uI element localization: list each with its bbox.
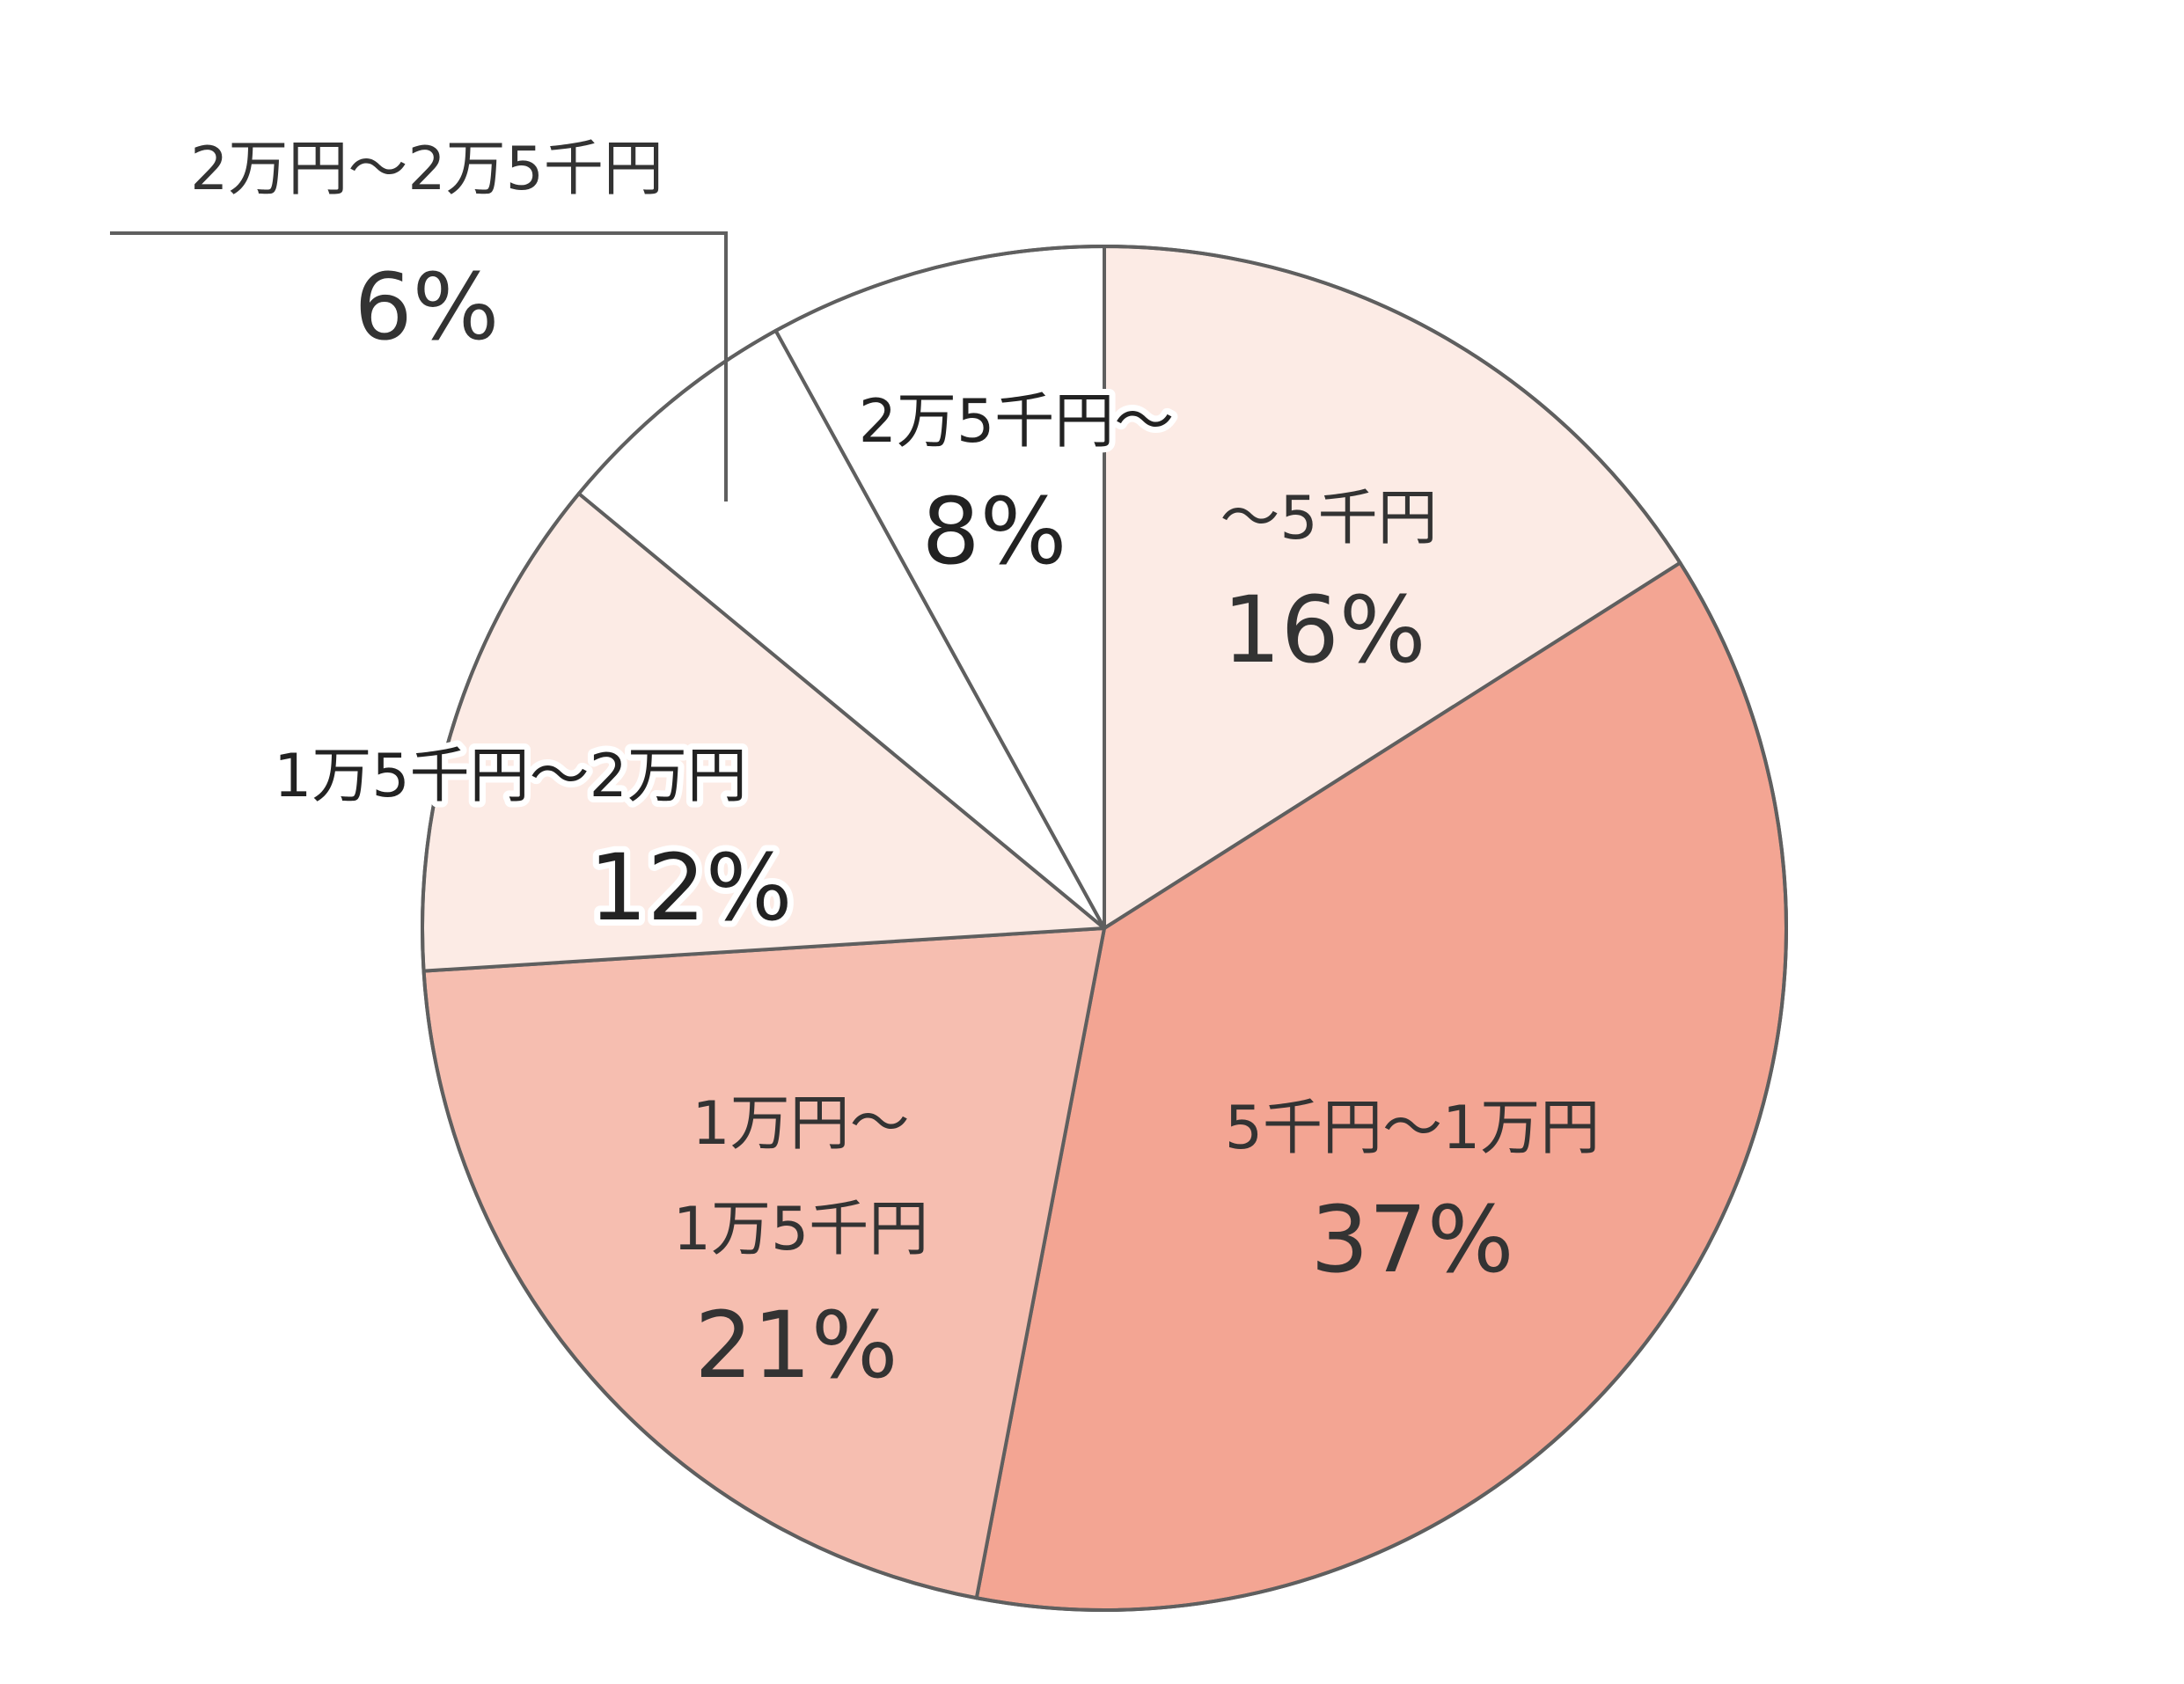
slice-value-0: 16% <box>1222 576 1425 684</box>
slice-value-5: 8% <box>922 478 1067 585</box>
slice-value-2: 21% <box>694 1292 898 1399</box>
slice-value-3: 12% <box>589 834 792 941</box>
slice-label-5: 2万5千円～ <box>859 387 1175 457</box>
slice-label-3: 1万5千円～2万円 <box>274 742 747 811</box>
slice-label-2-line1: 1万円～ <box>692 1089 909 1159</box>
slice-label-2-line2: 1万5千円 <box>673 1195 929 1264</box>
slice-label-1: 5千円～1万円 <box>1225 1094 1601 1163</box>
slice-label-4: 2万円～2万5千円 <box>190 135 663 204</box>
slice-label-0: ～5千円 <box>1220 484 1437 553</box>
pie-slices <box>421 245 1788 1612</box>
slice-value-4: 6% <box>355 253 500 361</box>
leader-line-2man-2man5sen <box>110 231 728 502</box>
pie-outline <box>421 245 1788 1612</box>
slice-value-1: 37% <box>1310 1186 1513 1293</box>
